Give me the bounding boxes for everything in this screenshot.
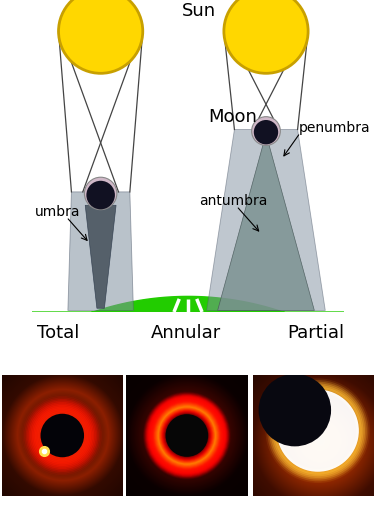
Polygon shape — [68, 192, 133, 310]
Circle shape — [165, 414, 208, 457]
Circle shape — [254, 120, 278, 145]
Text: Annular: Annular — [151, 324, 221, 343]
Text: Total: Total — [37, 324, 79, 343]
Text: penumbra: penumbra — [299, 121, 370, 135]
Polygon shape — [207, 129, 325, 310]
Circle shape — [277, 389, 359, 472]
Text: Sun: Sun — [182, 2, 216, 20]
Circle shape — [259, 374, 331, 446]
Polygon shape — [254, 129, 278, 143]
Polygon shape — [85, 205, 116, 308]
Circle shape — [85, 177, 117, 210]
Polygon shape — [218, 143, 314, 310]
Text: Partial: Partial — [287, 324, 344, 343]
Text: Moon: Moon — [208, 108, 257, 126]
Text: umbra: umbra — [35, 205, 80, 219]
Polygon shape — [0, 296, 376, 520]
Circle shape — [59, 0, 143, 73]
Circle shape — [86, 181, 115, 210]
Circle shape — [224, 0, 308, 73]
Circle shape — [41, 414, 84, 457]
Text: antumbra: antumbra — [199, 194, 267, 208]
Circle shape — [252, 116, 280, 146]
